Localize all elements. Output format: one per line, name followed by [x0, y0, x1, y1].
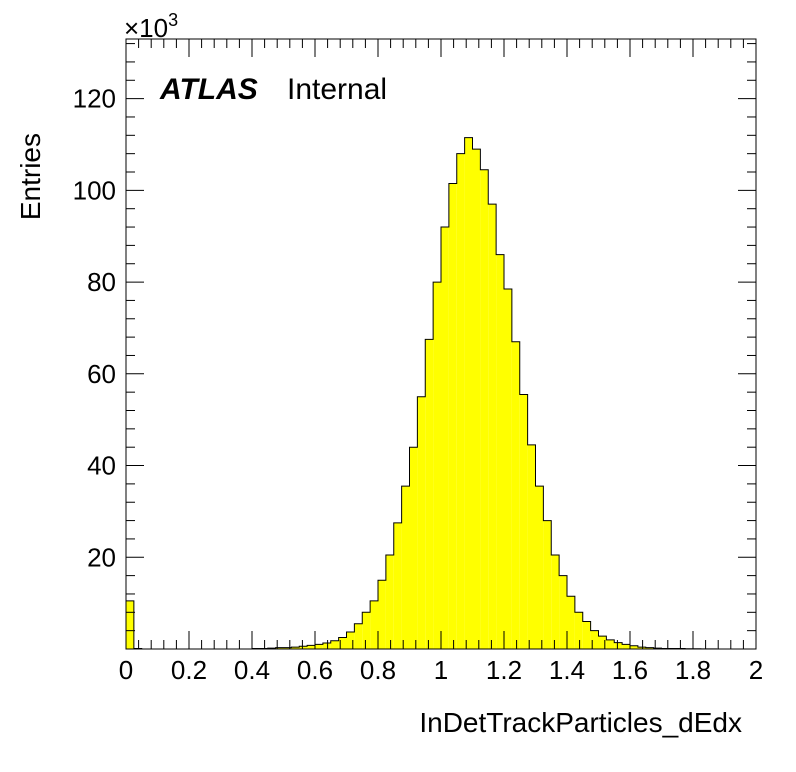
x-tick-label: 1.8 [675, 655, 711, 685]
histogram-bar [370, 600, 378, 649]
histogram-bar [543, 520, 552, 649]
y-tick-label: 60 [87, 359, 116, 389]
x-tick-label: 2 [749, 655, 763, 685]
histogram-bar [378, 580, 386, 649]
x-tick-labels: 0 0.2 0.4 0.6 0.8 1 1.2 1.4 1.6 1.8 2 [119, 655, 763, 685]
histogram-bar [448, 183, 457, 649]
x-tick-label: 1.4 [549, 655, 585, 685]
histogram-bar [291, 647, 300, 649]
histogram-bars [125, 137, 756, 650]
histogram-bar [645, 647, 654, 649]
histogram-bar [637, 647, 646, 649]
histogram-bar [598, 636, 607, 649]
y-axis-title: Entries [15, 133, 46, 220]
histogram-bar [535, 486, 544, 649]
histogram-bar [606, 639, 615, 649]
histogram-bar [614, 642, 623, 649]
x-tick-label: 0.8 [360, 655, 396, 685]
histogram-bar [393, 522, 402, 649]
histogram-bar [456, 153, 465, 649]
y-tick-labels: 20 40 60 80 100 120 [73, 84, 116, 573]
y-tick-label: 40 [87, 451, 116, 481]
histogram-bar [464, 137, 473, 650]
histogram-bar [433, 282, 441, 649]
x-tick-label: 0.6 [297, 655, 333, 685]
histogram-bar [551, 554, 560, 649]
histogram-bar [385, 554, 394, 649]
histogram-bar [307, 645, 315, 649]
histogram-bar [275, 647, 284, 649]
histogram-bar [330, 640, 339, 649]
x-tick-label: 0.4 [234, 655, 270, 685]
y-tick-label: 100 [73, 175, 116, 205]
x-tick-label: 0.2 [171, 655, 207, 685]
histogram-bar [567, 596, 575, 649]
histogram-bar [362, 612, 371, 649]
histogram-bar [574, 612, 583, 649]
y-axis-ticks [126, 43, 756, 650]
histogram-bar [425, 339, 434, 649]
x-tick-label: 1.2 [486, 655, 522, 685]
histogram-bar [480, 169, 489, 649]
histogram-bar [315, 644, 323, 649]
histogram-bar [559, 575, 567, 649]
histogram-bar [441, 227, 449, 650]
x-tick-label: 0 [119, 655, 133, 685]
histogram-bar [322, 643, 331, 649]
histogram-bar [346, 632, 355, 649]
y-tick-label: 20 [87, 542, 116, 572]
histogram-bar [488, 204, 497, 649]
histogram-bar [622, 644, 630, 649]
histogram-bar [338, 637, 347, 649]
histogram-outline [125, 137, 756, 650]
histogram-bar [126, 600, 134, 649]
y-tick-label: 80 [87, 267, 116, 297]
histogram-bar [511, 341, 520, 649]
histogram-bar [582, 621, 591, 649]
y-multiplier-label: ×103 [124, 10, 178, 43]
x-axis-title: InDetTrackParticles_dEdx [419, 707, 742, 738]
y-tick-label: 120 [73, 84, 116, 114]
x-tick-label: 1.6 [612, 655, 648, 685]
histogram-bar [283, 647, 292, 649]
histogram-bar [519, 394, 528, 649]
histogram-bar [472, 149, 481, 649]
histogram-bar [527, 444, 536, 649]
atlas-label: ATLAS [159, 73, 258, 106]
x-axis-ticks [125, 39, 757, 649]
histogram-bar [401, 486, 410, 649]
histogram-bar [590, 630, 599, 649]
internal-label: Internal [287, 73, 387, 106]
histogram-bar [417, 396, 426, 649]
histogram-bar [409, 447, 418, 649]
histogram-bar [299, 646, 308, 649]
histogram-bar [354, 623, 363, 649]
histogram-bar [496, 254, 504, 649]
histogram-bar [504, 288, 512, 649]
x-tick-label: 1 [434, 655, 448, 685]
histogram-bar [630, 645, 638, 649]
